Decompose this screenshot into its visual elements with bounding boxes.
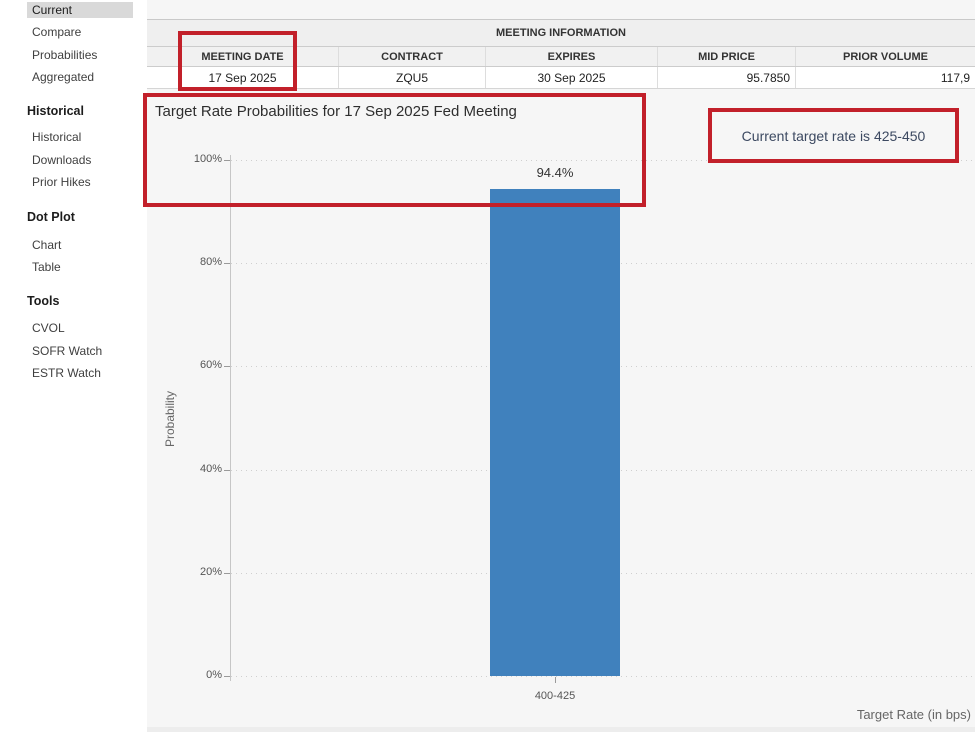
bar-400-425[interactable] xyxy=(490,188,620,676)
y-axis-label-20: 20% xyxy=(199,566,222,578)
y-axis-label-40: 40% xyxy=(199,463,222,475)
sidebar-item-current[interactable]: Current xyxy=(27,2,133,18)
meeting-information-title: MEETING INFORMATION xyxy=(147,20,975,47)
y-axis-title: Probability xyxy=(163,390,177,448)
y-axis-label-60: 60% xyxy=(199,359,222,371)
sidebar-header-tools: Tools xyxy=(27,294,60,308)
cell-expires: 30 Sep 2025 xyxy=(485,67,657,88)
sidebar-item-aggregated[interactable]: Aggregated xyxy=(32,70,95,84)
sidebar-item-cvol[interactable]: CVOL xyxy=(32,321,65,335)
col-header-meeting-date: MEETING DATE xyxy=(201,50,284,63)
y-tick xyxy=(224,573,230,574)
sidebar-item-estr-watch[interactable]: ESTR Watch xyxy=(32,366,101,380)
chart-title: Target Rate Probabilities for 17 Sep 202… xyxy=(155,103,517,120)
cell-contract: ZQU5 xyxy=(338,67,485,88)
y-tick xyxy=(224,676,230,677)
main-panel: MEETING INFORMATION MEETING DATE CONTRAC… xyxy=(147,0,975,732)
bar-value-label: 94.4% xyxy=(536,164,574,180)
sidebar-item-table[interactable]: Table xyxy=(32,260,61,274)
col-header-expires: EXPIRES xyxy=(485,47,657,66)
y-axis-label-0: 0% xyxy=(206,669,222,681)
y-axis-label-80: 80% xyxy=(199,256,222,268)
sidebar-item-prior-hikes[interactable]: Prior Hikes xyxy=(32,175,91,189)
x-axis-category-label: 400-425 xyxy=(534,690,576,702)
meeting-table-value-row: 17 Sep 2025 ZQU5 30 Sep 2025 95.7850 117… xyxy=(147,67,975,89)
meeting-table-header-row: MEETING DATE CONTRACT EXPIRES MID PRICE … xyxy=(147,47,975,67)
col-header-prior-volume: PRIOR VOLUME xyxy=(795,47,975,66)
meeting-information-table: MEETING INFORMATION MEETING DATE CONTRAC… xyxy=(147,19,975,89)
sidebar-item-downloads[interactable]: Downloads xyxy=(32,153,92,167)
gridline-0 xyxy=(231,676,975,677)
sidebar-header-dot-plot: Dot Plot xyxy=(27,210,75,224)
sidebar-item-probabilities[interactable]: Probabilities xyxy=(32,48,98,62)
gridline-100 xyxy=(231,160,975,161)
sidebar: Current Compare Probabilities Aggregated… xyxy=(0,0,147,732)
sidebar-item-sofr-watch[interactable]: SOFR Watch xyxy=(32,344,103,358)
sidebar-item-chart[interactable]: Chart xyxy=(32,238,62,252)
x-axis-title: Target Rate (in bps) xyxy=(856,707,971,722)
sidebar-item-compare[interactable]: Compare xyxy=(32,25,82,39)
sidebar-item-historical[interactable]: Historical xyxy=(32,130,82,144)
col-header-mid-price: MID PRICE xyxy=(657,47,795,66)
y-tick xyxy=(224,160,230,161)
cell-mid-price: 95.7850 xyxy=(657,67,795,88)
y-tick xyxy=(224,366,230,367)
x-tick xyxy=(555,677,556,683)
sidebar-header-historical: Historical xyxy=(27,104,84,118)
y-axis-label-100: 100% xyxy=(193,153,222,165)
col-header-contract: CONTRACT xyxy=(338,47,485,66)
cell-prior-volume: 117,9 xyxy=(795,67,975,88)
bottom-strip xyxy=(147,727,975,732)
y-tick xyxy=(224,263,230,264)
cell-meeting-date: 17 Sep 2025 xyxy=(208,70,277,85)
y-axis-line xyxy=(230,155,231,681)
y-tick xyxy=(224,470,230,471)
